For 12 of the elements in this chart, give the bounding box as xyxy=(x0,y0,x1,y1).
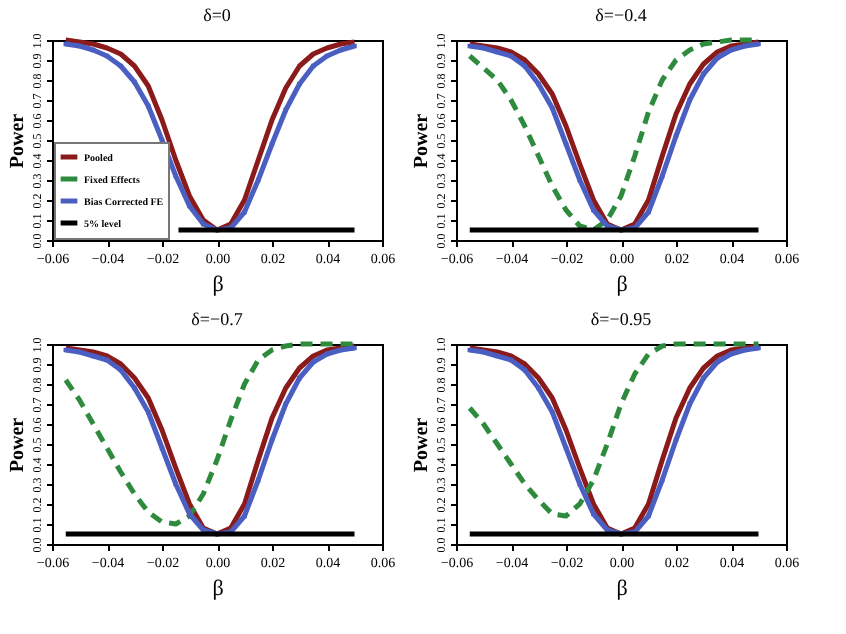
chart-title: δ=−0.95 xyxy=(590,308,653,329)
chart-title: δ=−0.7 xyxy=(191,308,244,329)
chart-title: δ=−0.4 xyxy=(595,4,648,25)
y-axis-title: Power xyxy=(411,112,433,169)
x-axis-title: β xyxy=(212,577,225,601)
y-axis-title: Power xyxy=(7,112,29,169)
y-axis-title: Power xyxy=(411,416,433,473)
x-axis-title: β xyxy=(616,273,629,297)
chart-title: δ=0 xyxy=(203,4,232,25)
x-axis-title: β xyxy=(616,577,629,601)
x-axis-title: β xyxy=(212,273,225,297)
y-axis-title: Power xyxy=(7,416,29,473)
